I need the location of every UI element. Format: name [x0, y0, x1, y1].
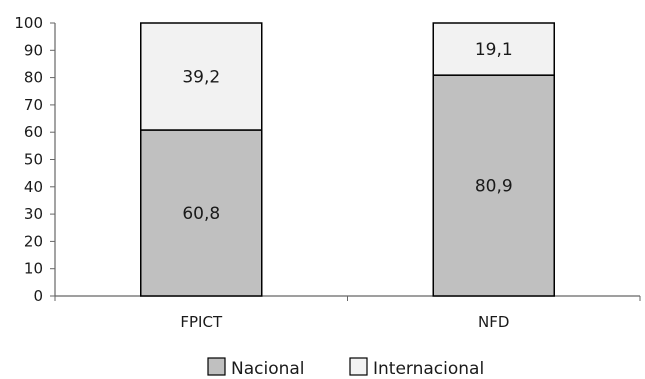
y-tick-label: 50 [24, 151, 43, 169]
data-label: 80,9 [475, 177, 513, 197]
y-tick-label: 10 [24, 260, 43, 278]
bar-segment-nacional-fpict [140, 129, 263, 297]
bars: 60,8 39,2 80,9 19,1 [140, 22, 555, 297]
y-tick-label: 90 [24, 41, 43, 59]
x-category-label: FPICT [180, 313, 223, 331]
data-label: 39,2 [182, 68, 220, 88]
bar-segment-nacional-nfd [432, 74, 555, 297]
y-tick-label: 70 [24, 96, 43, 114]
data-label: 60,8 [182, 204, 220, 224]
y-tick-label: 40 [24, 178, 43, 196]
bar-segment-internacional-fpict [140, 22, 263, 131]
y-tick-label: 30 [24, 205, 43, 223]
legend-label-nacional: Nacional [231, 359, 305, 379]
legend-swatch-internacional [349, 357, 368, 376]
data-label: 19,1 [475, 40, 513, 60]
y-axis: 0 10 20 30 40 50 60 70 80 90 100 [14, 14, 56, 305]
x-category-label: NFD [478, 313, 509, 331]
y-tick-label: 20 [24, 232, 43, 250]
x-axis: FPICT NFD [54, 295, 641, 331]
legend: Nacional Internacional [207, 357, 484, 379]
y-tick-label: 80 [24, 69, 43, 87]
bar-segment-internacional-nfd [432, 22, 555, 76]
legend-swatch-nacional [207, 357, 226, 376]
y-tick-label: 60 [24, 123, 43, 141]
legend-label-internacional: Internacional [373, 359, 484, 379]
y-tick-label: 0 [33, 287, 43, 305]
y-tick-label: 100 [14, 14, 43, 32]
